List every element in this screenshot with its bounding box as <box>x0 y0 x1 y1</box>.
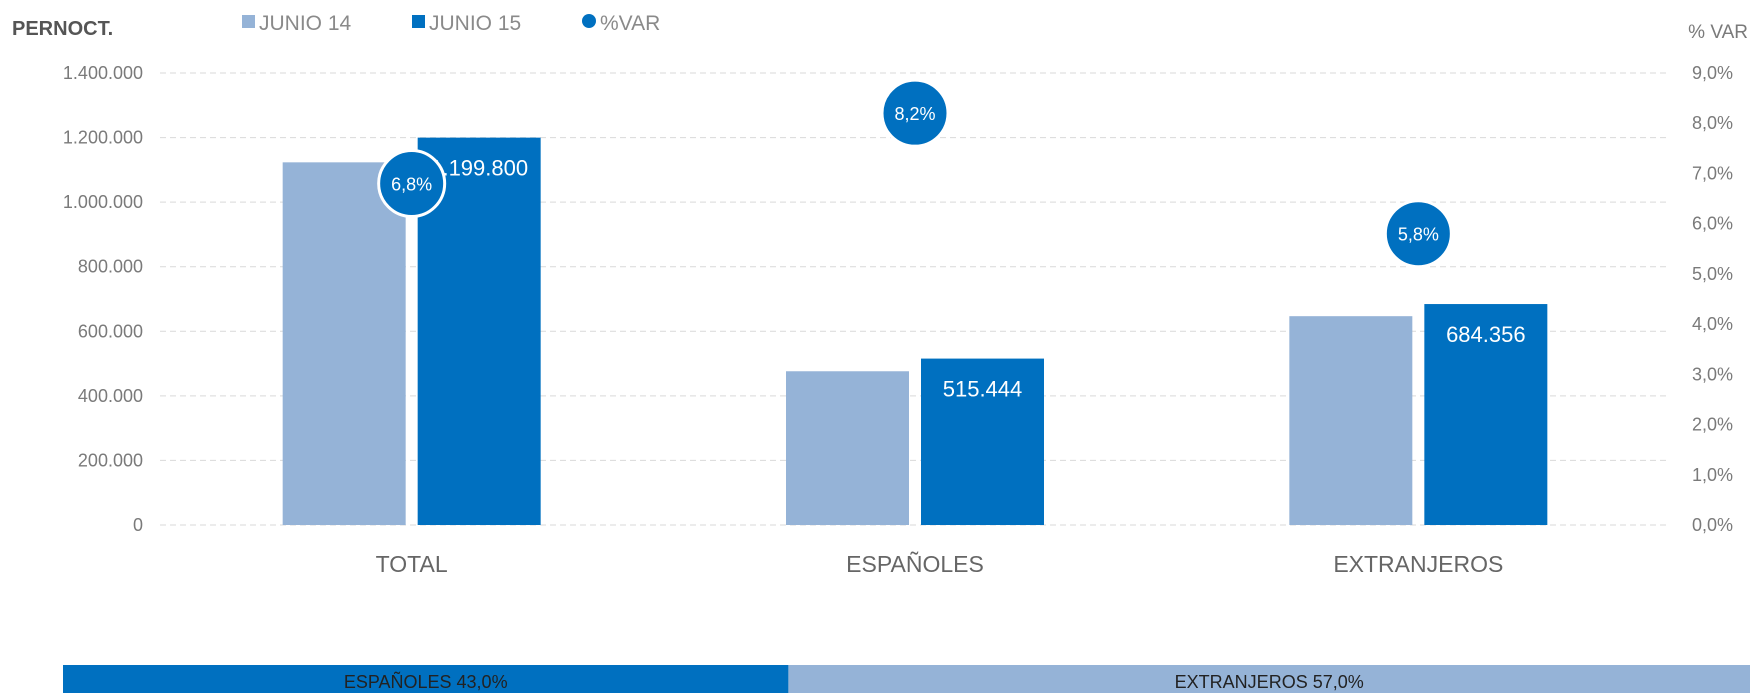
bar-junio-14 <box>282 162 406 525</box>
legend-swatch <box>582 14 596 28</box>
var-bubble: 8,2% <box>880 78 950 148</box>
var-bubbles: 6,8% 8,2% 5,8% <box>377 78 1453 269</box>
bar-junio-15 <box>921 358 1044 525</box>
var-bubble-label: 5,8% <box>1398 225 1439 245</box>
legend: JUNIO 14 JUNIO 15 %VAR <box>242 12 660 35</box>
y2-tick-label: 7,0% <box>1692 163 1733 183</box>
share-bar: ESPAÑOLES 43,0% EXTRANJEROS 57,0% <box>63 665 1750 693</box>
var-bubble-circle <box>1383 199 1453 269</box>
y2-tick-label: 8,0% <box>1692 113 1733 133</box>
y2-tick-label: 0,0% <box>1692 515 1733 535</box>
y2-tick-label: 5,0% <box>1692 264 1733 284</box>
var-bubble-label: 8,2% <box>894 104 935 124</box>
legend-label: JUNIO 14 <box>259 12 352 35</box>
var-bubble-circle <box>880 78 950 148</box>
legend-item: JUNIO 14 <box>242 12 352 35</box>
legend-swatch <box>242 15 255 28</box>
bar-data-label: 515.444 <box>943 377 1023 402</box>
legend-item: JUNIO 15 <box>412 12 521 35</box>
share-segment-label: EXTRANJEROS 57,0% <box>1175 672 1364 692</box>
y2-tick-label: 4,0% <box>1692 314 1733 334</box>
bar-data-label: 684.356 <box>1446 322 1526 347</box>
share-segment <box>788 665 1750 693</box>
bars <box>282 137 1548 526</box>
y-tick-label: 600.000 <box>78 321 143 341</box>
bar-junio-14 <box>786 371 909 525</box>
category-labels: TOTAL ESPAÑOLES EXTRANJEROS <box>376 551 1504 577</box>
legend-label: %VAR <box>600 12 660 35</box>
y-tick-label: 400.000 <box>78 386 143 406</box>
y-axis-ticks: 0 200.000 400.000 600.000 800.000 1.000.000 1.… <box>63 63 143 535</box>
y2-tick-label: 6,0% <box>1692 214 1733 234</box>
data-labels: 1.199.800 515.444 684.356 <box>430 156 1525 402</box>
y-tick-label: 1.000.000 <box>63 192 143 212</box>
y2-tick-label: 1,0% <box>1692 465 1733 485</box>
bar-junio-14 <box>1289 316 1413 525</box>
var-bubble: 5,8% <box>1383 199 1453 269</box>
y-axis-label: PERNOCT. <box>12 18 113 40</box>
y-tick-label: 1.200.000 <box>63 128 143 148</box>
y2-tick-label: 2,0% <box>1692 415 1733 435</box>
legend-label: JUNIO 15 <box>429 12 521 35</box>
bar-data-label: 1.199.800 <box>430 156 528 181</box>
y2-axis-ticks: 0,0% 1,0% 2,0% 3,0% 4,0% 5,0% 6,0% 7,0% 8,0% 9,0% <box>1692 63 1733 535</box>
category-label: TOTAL <box>376 551 448 577</box>
legend-item: %VAR <box>582 12 660 35</box>
var-bubble: 6,8% <box>377 148 447 218</box>
y-tick-label: 200.000 <box>78 450 143 470</box>
var-bubble-label: 6,8% <box>391 174 432 194</box>
share-segment <box>63 665 789 693</box>
y-tick-label: 800.000 <box>78 257 143 277</box>
y-tick-label: 1.400.000 <box>63 63 143 83</box>
share-segment-label: ESPAÑOLES 43,0% <box>344 671 508 692</box>
category-label: EXTRANJEROS <box>1333 551 1503 577</box>
y2-tick-label: 9,0% <box>1692 63 1733 83</box>
y2-tick-label: 3,0% <box>1692 364 1733 384</box>
legend-swatch <box>412 15 425 28</box>
y-tick-label: 0 <box>133 515 143 535</box>
category-label: ESPAÑOLES <box>846 551 984 577</box>
y2-axis-label: % VAR <box>1688 22 1748 43</box>
var-bubble-circle <box>377 148 447 218</box>
bar-junio-15 <box>1424 304 1548 525</box>
